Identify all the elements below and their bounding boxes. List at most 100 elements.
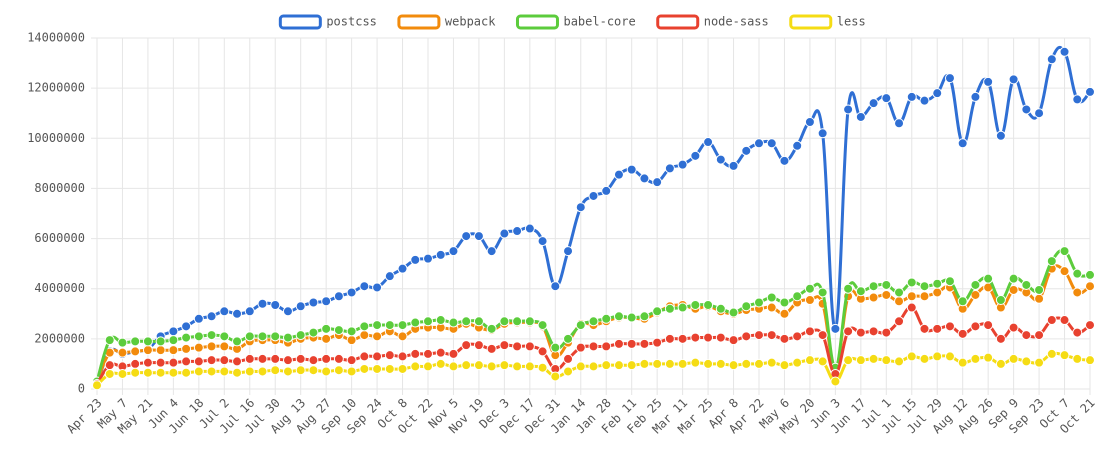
data-point [257, 331, 268, 342]
data-point [193, 313, 204, 324]
data-point [1059, 315, 1070, 326]
data-point [881, 355, 892, 366]
y-tick-label: 4000000 [34, 281, 85, 295]
data-point [346, 335, 357, 346]
data-point [524, 223, 535, 234]
data-point [155, 336, 166, 347]
data-point [703, 300, 714, 311]
data-point [295, 365, 306, 376]
data-point [232, 308, 243, 319]
data-point [983, 76, 994, 87]
data-point [168, 326, 179, 337]
data-point [754, 330, 764, 341]
data-point [155, 345, 166, 356]
data-point [728, 335, 739, 346]
data-point [537, 346, 548, 357]
data-point [346, 326, 357, 337]
data-point [257, 366, 268, 377]
data-point [333, 353, 344, 364]
data-point [206, 341, 217, 352]
data-point [104, 335, 115, 346]
data-point [346, 366, 357, 377]
data-point [1072, 287, 1083, 298]
data-point [1008, 74, 1019, 85]
data-point [410, 254, 421, 265]
data-point [232, 356, 243, 367]
data-point [130, 346, 141, 357]
data-point [677, 302, 688, 313]
legend-swatch [515, 14, 559, 30]
data-point [499, 360, 510, 371]
data-point [1008, 353, 1019, 364]
data-point [461, 231, 472, 242]
data-point [168, 367, 179, 378]
data-point [1008, 284, 1019, 295]
data-point [932, 351, 943, 362]
data-point [652, 177, 663, 188]
data-point [193, 342, 204, 353]
data-point [435, 358, 446, 369]
data-point [970, 289, 981, 300]
data-point [219, 331, 230, 342]
data-point [894, 296, 905, 307]
data-point [779, 155, 790, 166]
data-point [1021, 356, 1032, 367]
data-point [575, 342, 586, 353]
data-point [1059, 266, 1070, 277]
data-point [1008, 322, 1019, 333]
data-point [308, 355, 319, 366]
data-point [193, 331, 204, 342]
data-point [168, 335, 179, 346]
data-point [372, 331, 383, 342]
data-point [563, 246, 574, 257]
data-point [181, 343, 192, 354]
data-point [563, 333, 574, 344]
data-point [792, 357, 803, 368]
data-point [613, 338, 624, 349]
data-point [142, 357, 153, 368]
data-point [677, 333, 688, 344]
data-point [804, 116, 815, 127]
data-point [563, 366, 574, 377]
data-point [601, 360, 612, 371]
data-point [333, 325, 344, 336]
data-point [754, 297, 764, 308]
data-point [117, 368, 128, 379]
data-point [983, 352, 994, 363]
data-point [435, 315, 446, 326]
data-point [639, 173, 650, 184]
data-point [346, 287, 357, 298]
data-point [372, 320, 383, 331]
data-point [804, 326, 815, 337]
data-point [372, 363, 383, 374]
data-point [155, 367, 166, 378]
data-point [715, 332, 726, 343]
data-point [766, 357, 777, 368]
data-point [244, 306, 255, 317]
data-point [206, 311, 217, 322]
data-point [359, 351, 370, 362]
data-point [1072, 353, 1083, 364]
data-point [995, 333, 1006, 344]
data-point [906, 91, 917, 102]
data-point [919, 353, 930, 364]
data-point [754, 138, 764, 149]
data-point [282, 306, 293, 317]
data-point [677, 358, 688, 369]
data-point [779, 333, 790, 344]
data-point [130, 358, 141, 369]
data-point [792, 140, 803, 151]
data-point [219, 341, 230, 352]
data-point [257, 353, 268, 364]
data-point [792, 291, 803, 302]
data-point [524, 316, 535, 327]
data-point [894, 316, 905, 327]
data-point [206, 330, 217, 341]
data-point [741, 331, 752, 342]
data-point [843, 104, 854, 115]
data-point [995, 358, 1006, 369]
data-point [894, 287, 905, 298]
data-point [970, 321, 981, 332]
data-point [372, 282, 383, 293]
data-point [384, 350, 395, 361]
